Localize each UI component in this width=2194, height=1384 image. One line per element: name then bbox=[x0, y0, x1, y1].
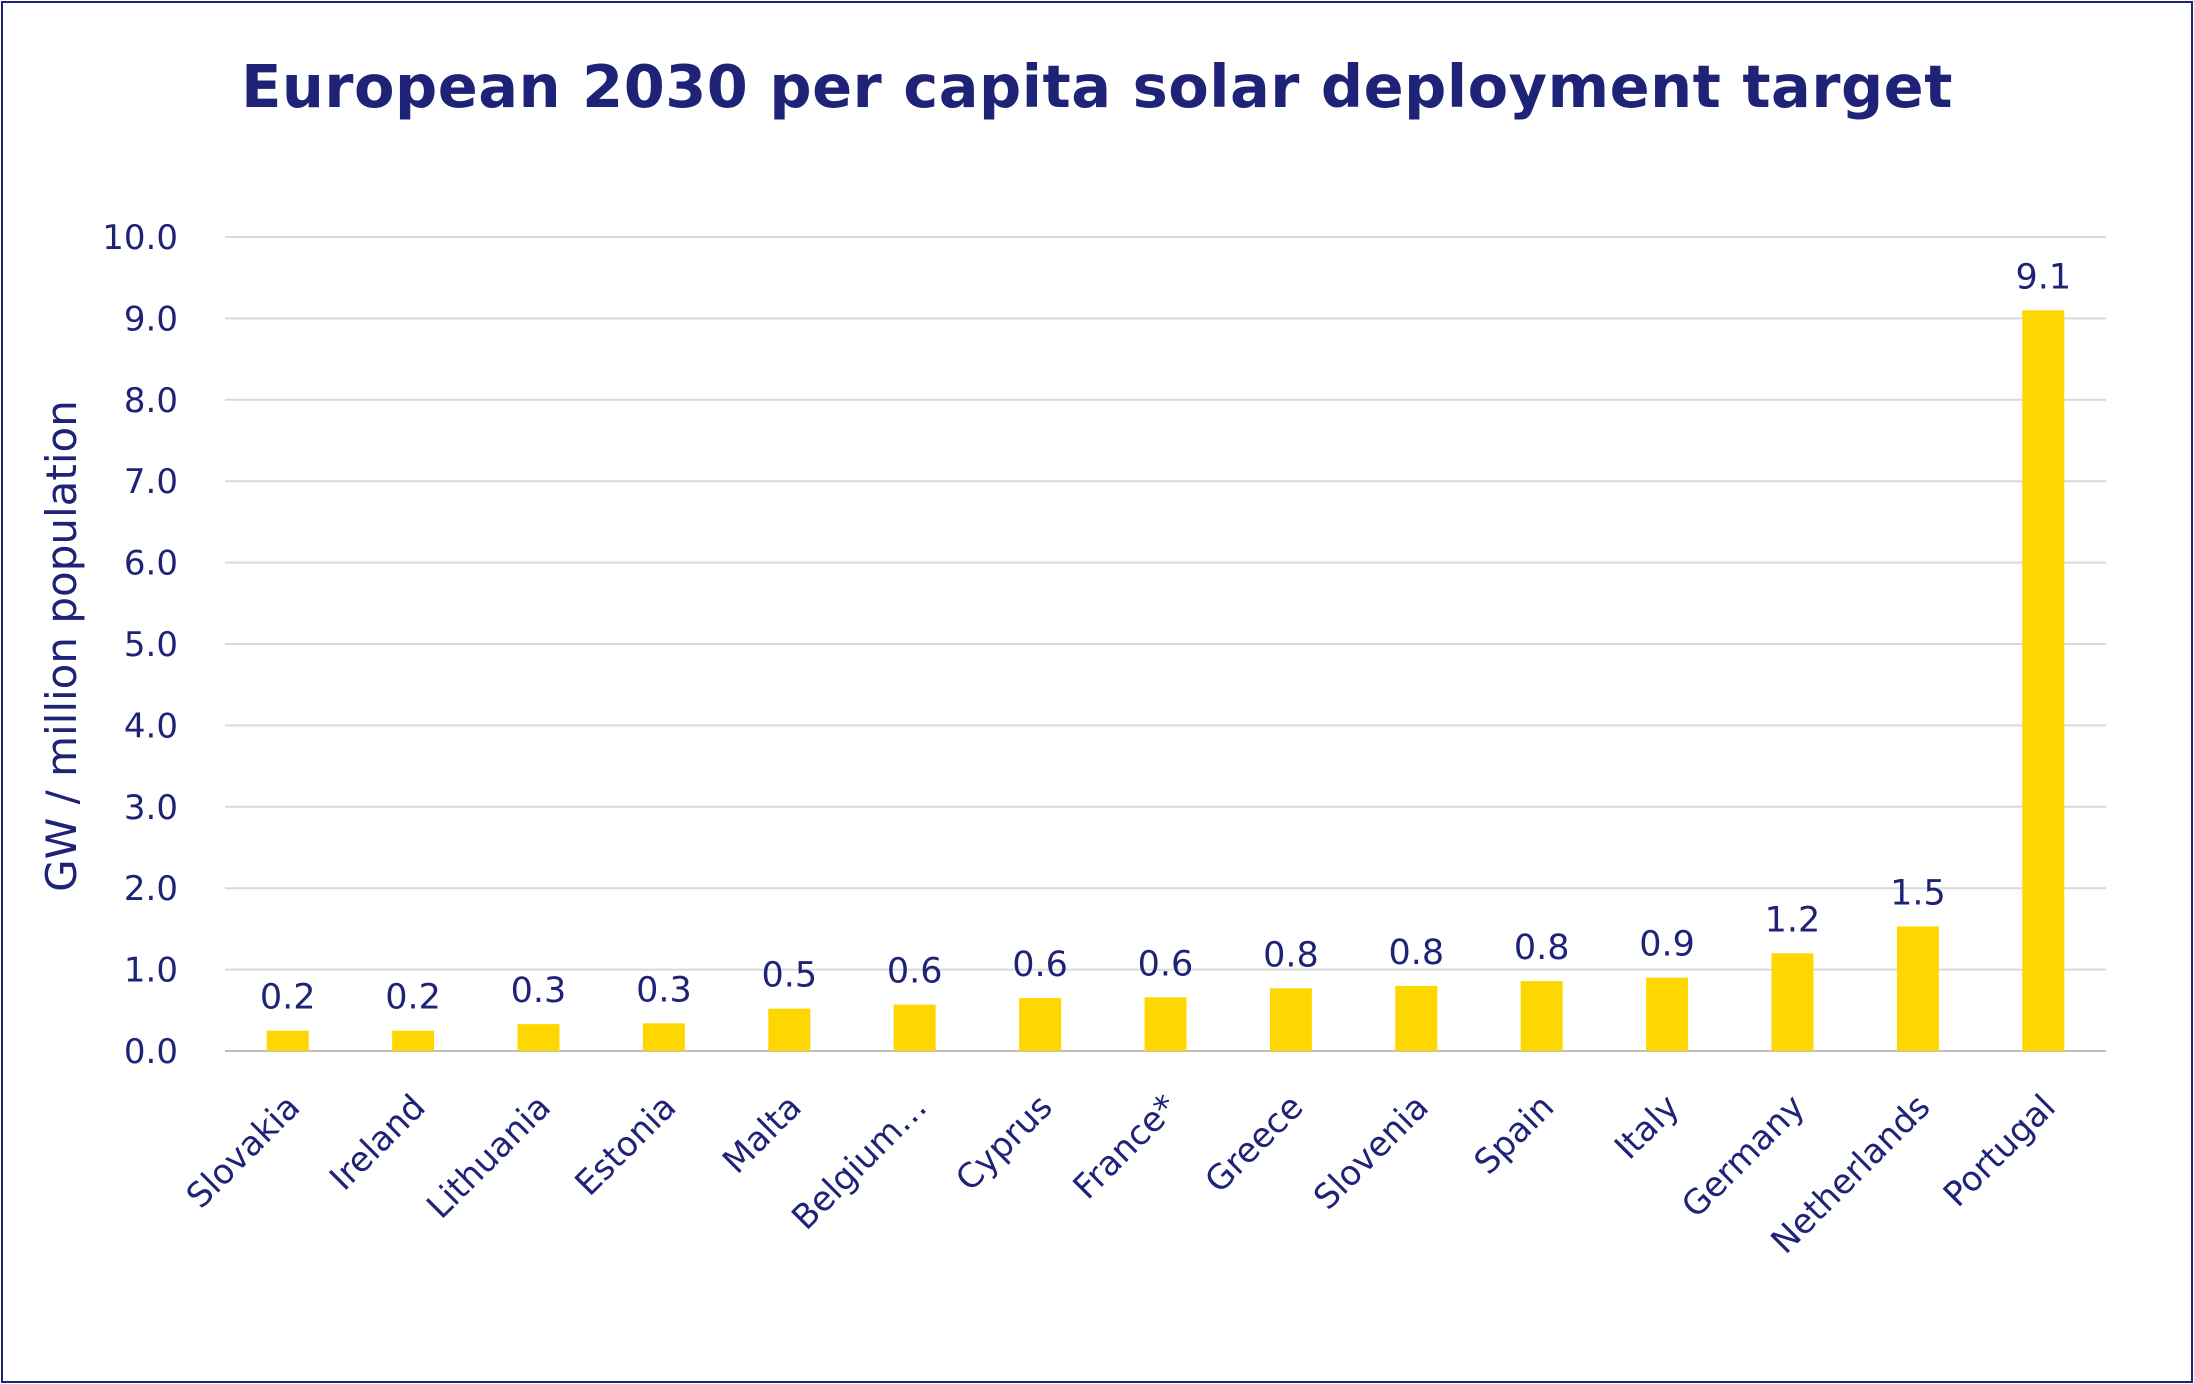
bar bbox=[1144, 997, 1187, 1051]
bar bbox=[1019, 998, 1062, 1051]
x-tick-label: Greece bbox=[1197, 1087, 1311, 1201]
x-tick-label: Ireland bbox=[322, 1087, 433, 1198]
bar bbox=[517, 1024, 560, 1051]
data-label: 0.5 bbox=[761, 956, 817, 996]
data-label: 0.2 bbox=[385, 978, 441, 1018]
data-label: 0.9 bbox=[1639, 925, 1695, 965]
data-label: 0.6 bbox=[1138, 944, 1194, 984]
bar bbox=[768, 1008, 811, 1051]
x-tick-label: Malta bbox=[715, 1087, 810, 1182]
x-tick-label: Spain bbox=[1467, 1087, 1562, 1182]
y-tick-label: 2.0 bbox=[124, 869, 178, 909]
y-tick-label: 7.0 bbox=[124, 462, 178, 502]
y-tick-label: 1.0 bbox=[124, 951, 178, 991]
data-label: 1.2 bbox=[1765, 900, 1821, 940]
bar bbox=[1646, 977, 1689, 1051]
data-label: 0.6 bbox=[1012, 945, 1068, 985]
gridlines bbox=[225, 236, 2106, 1052]
bars bbox=[266, 310, 2065, 1051]
bar bbox=[1395, 985, 1438, 1051]
data-label: 0.8 bbox=[1514, 928, 1570, 968]
x-tick-label: Slovenia bbox=[1306, 1087, 1437, 1218]
y-axis-title: GW / million population bbox=[37, 400, 86, 892]
x-tick-label: Belgium… bbox=[784, 1087, 935, 1238]
x-tick-label: Cyprus bbox=[948, 1087, 1060, 1199]
y-tick-label: 10.0 bbox=[102, 218, 178, 258]
y-tick-label: 6.0 bbox=[124, 544, 178, 584]
bar bbox=[2022, 310, 2065, 1051]
x-tick-label: Portugal bbox=[1936, 1087, 2064, 1215]
y-axis-ticks: 0.0 1.0 2.0 3.0 4.0 5.0 6.0 7.0 8.0 9.0 10.0 bbox=[102, 218, 178, 1072]
data-label: 0.6 bbox=[887, 952, 943, 992]
data-labels: 0.2 0.2 0.3 0.3 0.5 0.6 0.6 0.6 0.8 0.8 0.8 0.9 1.2 1… bbox=[260, 257, 2071, 1017]
bar bbox=[1269, 988, 1312, 1051]
x-tick-label: Slovakia bbox=[179, 1087, 308, 1216]
y-tick-label: 3.0 bbox=[124, 788, 178, 828]
bar bbox=[1771, 953, 1814, 1051]
bar bbox=[642, 1023, 685, 1051]
bar bbox=[266, 1030, 309, 1051]
bar bbox=[1520, 980, 1563, 1051]
data-label: 9.1 bbox=[2015, 257, 2071, 297]
data-label: 1.5 bbox=[1890, 873, 1946, 913]
x-tick-label: Italy bbox=[1607, 1087, 1687, 1167]
data-label: 0.8 bbox=[1263, 935, 1319, 975]
y-tick-label: 8.0 bbox=[124, 381, 178, 421]
chart-title: European 2030 per capita solar deploymen… bbox=[241, 52, 1953, 121]
x-tick-label: Estonia bbox=[567, 1087, 684, 1204]
y-tick-label: 9.0 bbox=[124, 299, 178, 339]
y-tick-label: 4.0 bbox=[124, 706, 178, 746]
bar bbox=[1896, 926, 1939, 1051]
x-tick-label: France* bbox=[1066, 1087, 1186, 1207]
bar bbox=[392, 1030, 435, 1051]
data-label: 0.2 bbox=[260, 978, 316, 1018]
bar bbox=[893, 1004, 936, 1051]
y-tick-label: 5.0 bbox=[124, 625, 178, 665]
data-label: 0.3 bbox=[511, 971, 567, 1011]
data-label: 0.3 bbox=[636, 970, 692, 1010]
data-label: 0.8 bbox=[1388, 933, 1444, 973]
x-tick-label: Lithuania bbox=[419, 1087, 559, 1227]
y-tick-label: 0.0 bbox=[124, 1032, 178, 1072]
